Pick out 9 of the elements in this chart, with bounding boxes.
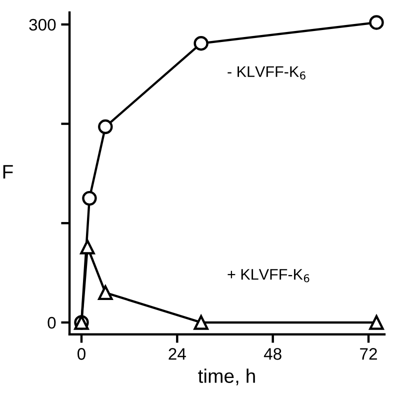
x-tick-label: 72 <box>360 348 377 360</box>
text: + KLVFF-K$_{6}$ <box>228 269 310 282</box>
x-tick-label: 48 <box>264 348 282 360</box>
y-axis-title: F <box>3 165 13 178</box>
series-label: - KLVFF-K$_{6}$ <box>228 66 306 80</box>
x-tick-label: 0 <box>78 348 86 360</box>
y-tick-label: 300 <box>29 18 56 31</box>
x-tick-label: 24 <box>168 348 186 360</box>
x-axis-title: time, h <box>198 368 255 386</box>
